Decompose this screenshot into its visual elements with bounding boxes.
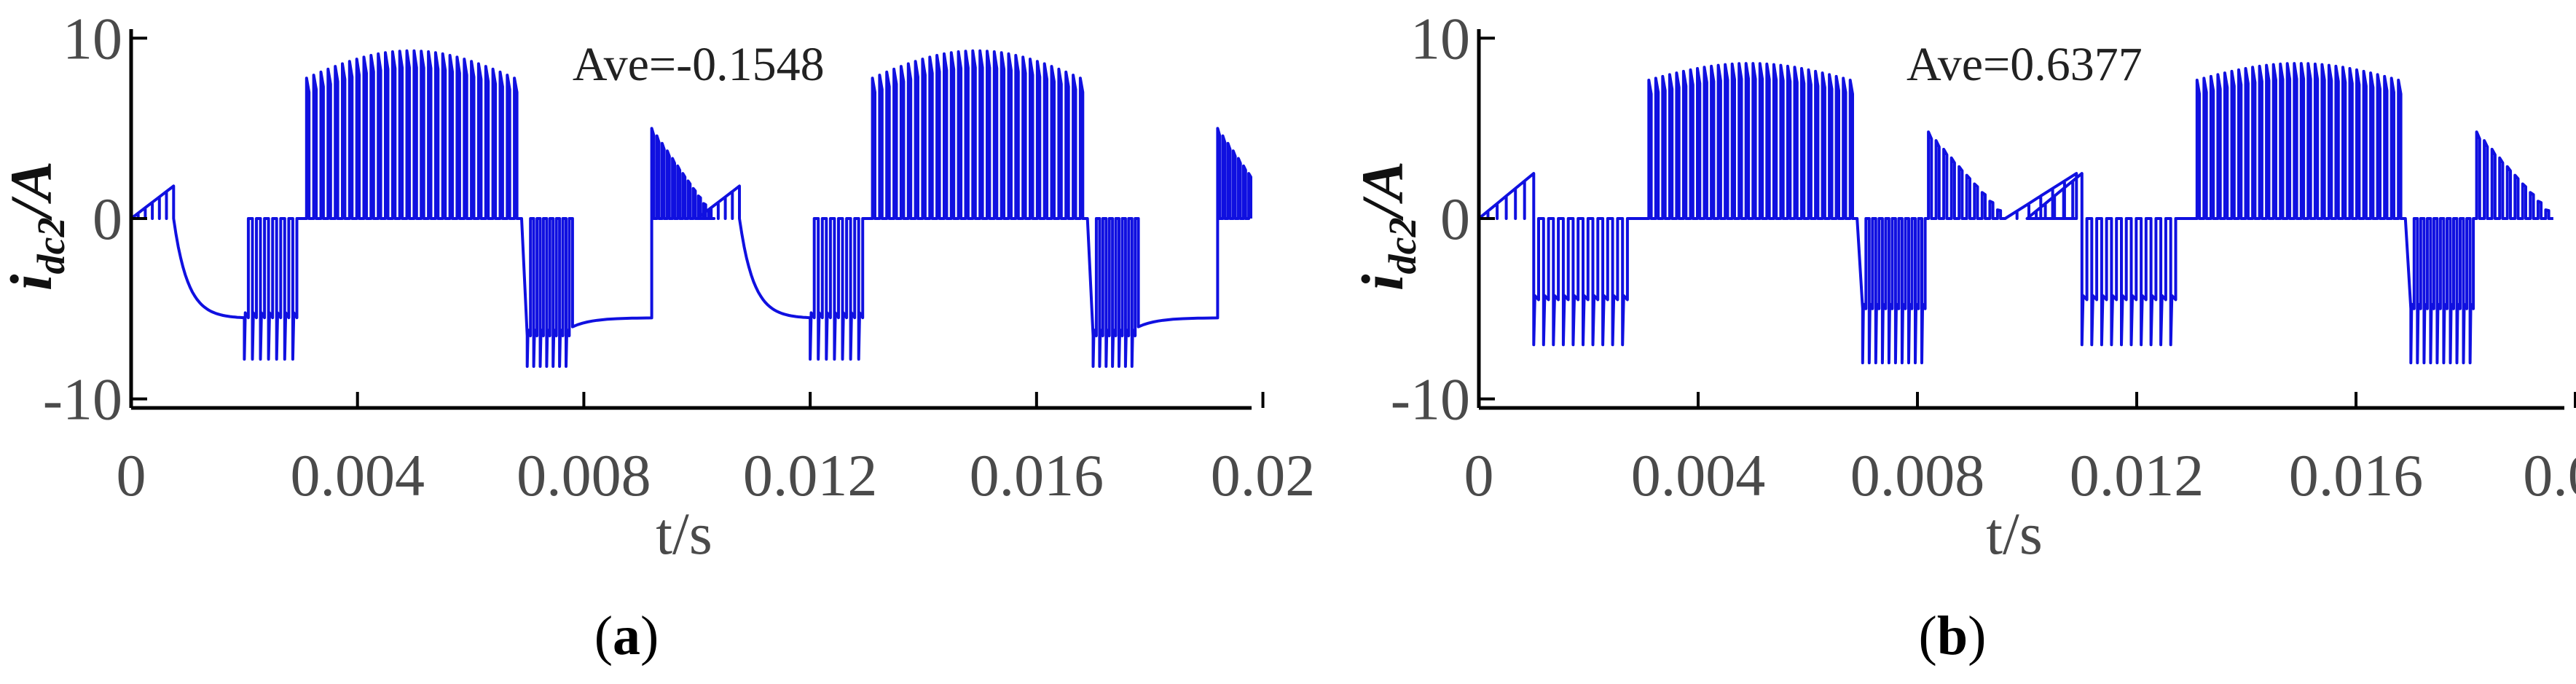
x-tick-label: 0.02 — [2523, 442, 2576, 508]
waveform-series — [1477, 62, 2553, 365]
x-tick-label: 0.016 — [2289, 442, 2424, 508]
panel-label: (b) — [1919, 605, 1987, 667]
y-tick-label: 10 — [1410, 5, 1470, 71]
x-tick-label: 0.016 — [970, 442, 1104, 508]
x-tick-label: 0 — [1464, 442, 1494, 508]
y-tick-label: -10 — [43, 366, 122, 433]
y-axis-label: idc2/A — [0, 161, 73, 291]
y-tick-label: -10 — [1391, 366, 1470, 433]
y-tick-label: 0 — [1440, 186, 1470, 252]
x-tick-label: 0.008 — [1850, 442, 1985, 508]
y-axis-label: idc2/A — [1349, 161, 1424, 291]
x-tick-label: 0.012 — [2070, 442, 2204, 508]
x-tick-label: 0.012 — [743, 442, 878, 508]
chart-panel-b: 10 0 -10 0 0.004 0.008 0.012 0.016 0.02 t/s idc2/A… — [1349, 5, 2576, 667]
y-tick-label: 10 — [63, 5, 122, 71]
y-tick-label: 0 — [93, 186, 122, 252]
panel-label: (a) — [594, 605, 659, 667]
x-axis-label: t/s — [656, 500, 712, 567]
x-tick-label: 0.02 — [1211, 442, 1316, 508]
waveform-series — [130, 49, 1252, 368]
x-axis-label: t/s — [1986, 500, 2042, 567]
chart-panel-a: 10 0 -10 0 0.004 0.008 0.012 0.016 0.02 t/s idc2/A… — [0, 5, 1315, 667]
average-annotation: Ave=0.6377 — [1907, 38, 2143, 91]
x-tick-label: 0 — [117, 442, 146, 508]
x-tick-label: 0.004 — [290, 442, 425, 508]
x-tick-label: 0.008 — [517, 442, 651, 508]
average-annotation: Ave=-0.1548 — [573, 38, 825, 91]
x-tick-label: 0.004 — [1631, 442, 1766, 508]
